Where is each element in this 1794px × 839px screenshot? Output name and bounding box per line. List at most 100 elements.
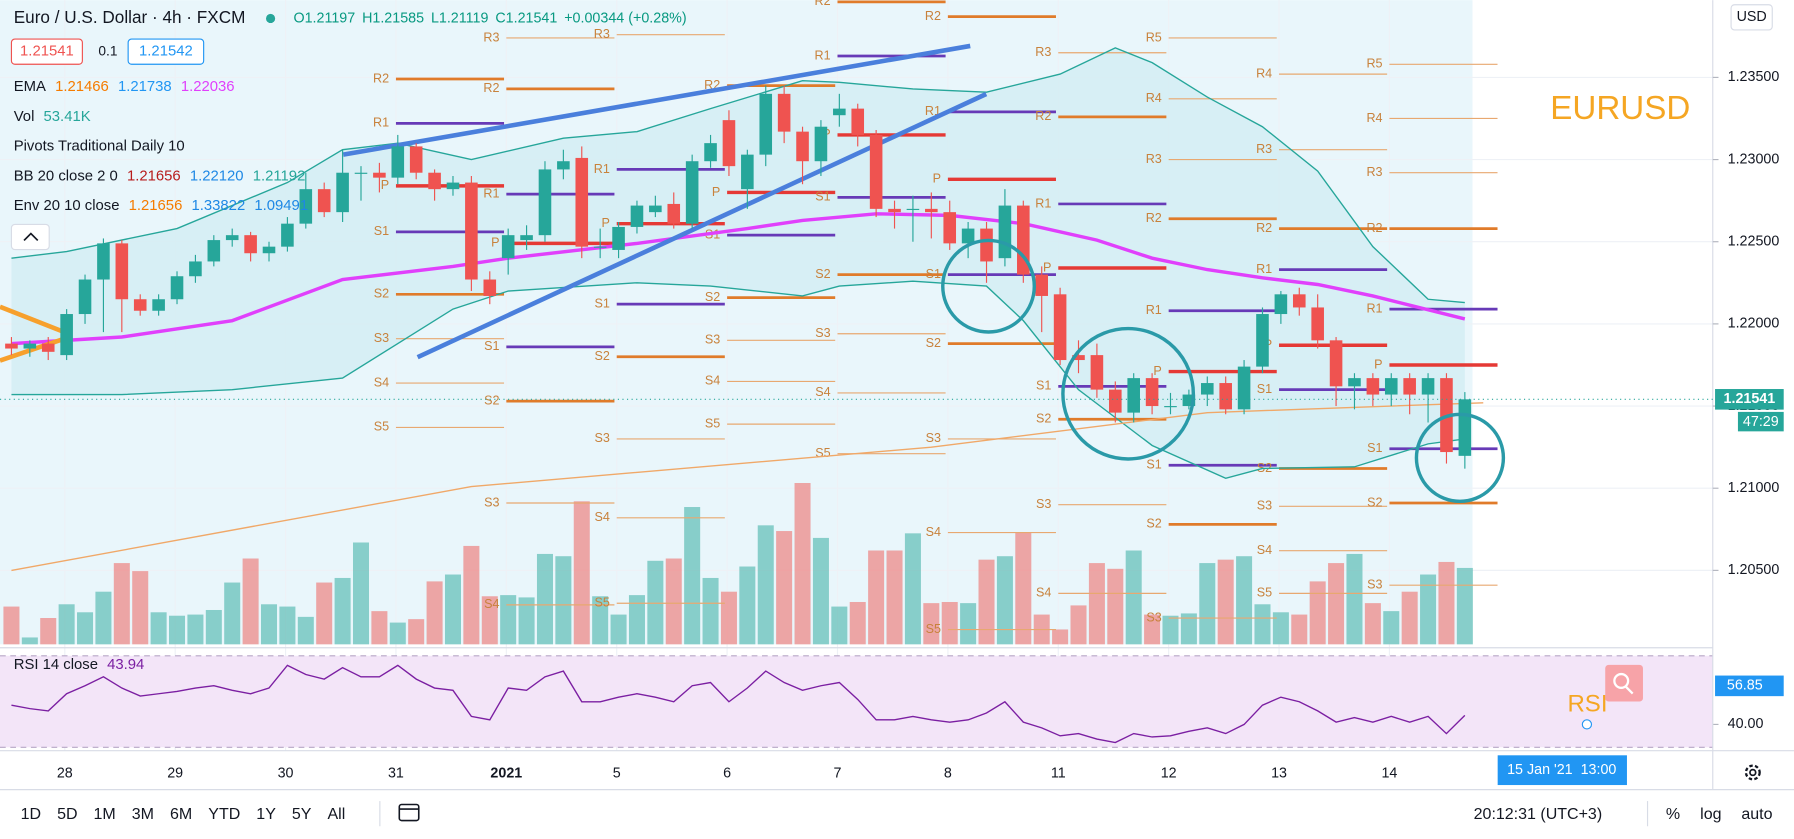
candle-body — [667, 203, 681, 224]
volume-bar — [95, 591, 112, 645]
axis-group: 28 29 30 31 2021 5 6 7 8 11 12 13 14 1.20500 1.21000 1.… — [0, 69, 1784, 781]
candle-body — [888, 208, 901, 213]
pivot-label: R1 — [483, 186, 499, 200]
bid-box[interactable] — [10, 38, 83, 65]
volume-bar — [776, 531, 793, 645]
ask-box[interactable] — [127, 38, 205, 65]
pivot-label: P — [1043, 260, 1051, 274]
scale-mode[interactable]: auto — [1741, 806, 1772, 823]
volume-bar — [389, 622, 406, 645]
indicator-name: Vol — [14, 109, 35, 125]
scale-mode[interactable]: % — [1666, 806, 1680, 823]
volume-bar — [463, 545, 480, 645]
zoom-button[interactable] — [1605, 664, 1643, 702]
rsi-value: 43.94 — [107, 657, 144, 673]
volume-bar — [1180, 613, 1197, 645]
indicator-value: 1.21466 — [55, 79, 109, 95]
indicator-value: 1.22036 — [181, 79, 235, 95]
pivot-label: S3 — [1146, 610, 1161, 624]
pivot-label: S3 — [705, 333, 720, 347]
range-button[interactable]: 6M — [170, 806, 192, 823]
candle-body — [1421, 378, 1435, 395]
clock: 20:12:31 (UTC+3) — [1474, 806, 1603, 823]
candle-body — [244, 235, 257, 254]
y-tick-label: 1.23000 — [1728, 151, 1780, 167]
candle-body — [373, 172, 386, 178]
calendar-icon[interactable] — [398, 803, 420, 822]
volume-bar — [500, 595, 517, 645]
pivot-label: S5 — [1257, 586, 1272, 600]
currency-box[interactable] — [1730, 4, 1773, 31]
volume-bar — [316, 582, 333, 645]
candle-body — [23, 343, 37, 349]
volume-bar — [592, 596, 609, 645]
volume-bar — [868, 550, 885, 645]
range-button[interactable]: 5D — [57, 806, 77, 823]
pivot-label: S4 — [815, 385, 830, 399]
indicator-name: Pivots Traditional Daily 10 — [14, 139, 185, 155]
candle-body — [1017, 205, 1030, 275]
candle-body — [189, 261, 202, 277]
indicator-value: 1.21656 — [129, 198, 183, 214]
rsi-legend: RSI 14 close — [14, 657, 98, 673]
candle-body — [1072, 355, 1085, 361]
scale-mode[interactable]: log — [1700, 806, 1721, 823]
volume-bar — [831, 606, 848, 645]
collapse-button[interactable] — [10, 223, 50, 251]
indicator-value: 1.33822 — [192, 198, 246, 214]
volume-bar — [150, 612, 167, 645]
pivot-label: S3 — [1036, 497, 1051, 511]
rsi-tick-label: 40.00 — [1728, 716, 1764, 732]
volume-bar — [1052, 629, 1069, 645]
candle-body — [1182, 394, 1196, 407]
range-button[interactable]: 3M — [132, 806, 154, 823]
pivot-label: R4 — [1366, 111, 1382, 125]
pivot-label: S4 — [484, 597, 499, 611]
settings-icon[interactable] — [1744, 764, 1761, 781]
pivot-label: P — [601, 216, 609, 230]
pivot-label: R5 — [1146, 30, 1162, 44]
pivot-label: S1 — [1367, 441, 1382, 455]
x-tick-label: 5 — [613, 765, 621, 781]
x-tick-label: 31 — [388, 765, 404, 781]
candle-body — [262, 246, 276, 254]
candle-body — [1219, 383, 1232, 410]
settings-icon — [1749, 768, 1757, 777]
candle-body — [906, 208, 920, 211]
x-tick-label: 6 — [723, 765, 731, 781]
ohlc-value: L1.21119 — [431, 10, 489, 26]
volume-bar — [297, 616, 314, 645]
rsi-cursor-label: 56.85 — [1727, 678, 1763, 694]
rsi-band — [0, 655, 1713, 748]
candle-body — [60, 314, 73, 356]
candle-body — [869, 134, 883, 209]
candle-body — [391, 146, 405, 178]
x-tick-label: 30 — [278, 765, 294, 781]
indicator-name: EMA — [14, 79, 46, 95]
candle-body — [1366, 378, 1380, 395]
range-button[interactable]: 1Y — [256, 806, 276, 823]
range-button[interactable]: 1M — [94, 806, 116, 823]
pivot-label: S1 — [926, 267, 941, 281]
range-button[interactable]: YTD — [208, 806, 240, 823]
range-button[interactable]: 5Y — [292, 806, 312, 823]
range-button[interactable]: All — [328, 806, 346, 823]
candle-body — [133, 299, 147, 311]
volume-bar — [187, 614, 204, 645]
volume-bar — [555, 556, 572, 645]
candle-body — [152, 299, 165, 311]
volume-bar — [996, 556, 1013, 645]
volume-bar — [1107, 568, 1124, 645]
candle-body — [943, 212, 957, 244]
pivot-label: S2 — [1146, 517, 1161, 531]
volume-bar — [1364, 603, 1381, 645]
volume-bar — [1199, 563, 1216, 645]
volume-bar — [113, 563, 130, 645]
candle-body — [1458, 399, 1472, 456]
pivot-label: R3 — [1366, 165, 1382, 179]
pivot-label: P — [1153, 364, 1161, 378]
range-button[interactable]: 1D — [21, 806, 41, 823]
price-tag — [1715, 389, 1784, 410]
candle-body — [741, 154, 754, 190]
